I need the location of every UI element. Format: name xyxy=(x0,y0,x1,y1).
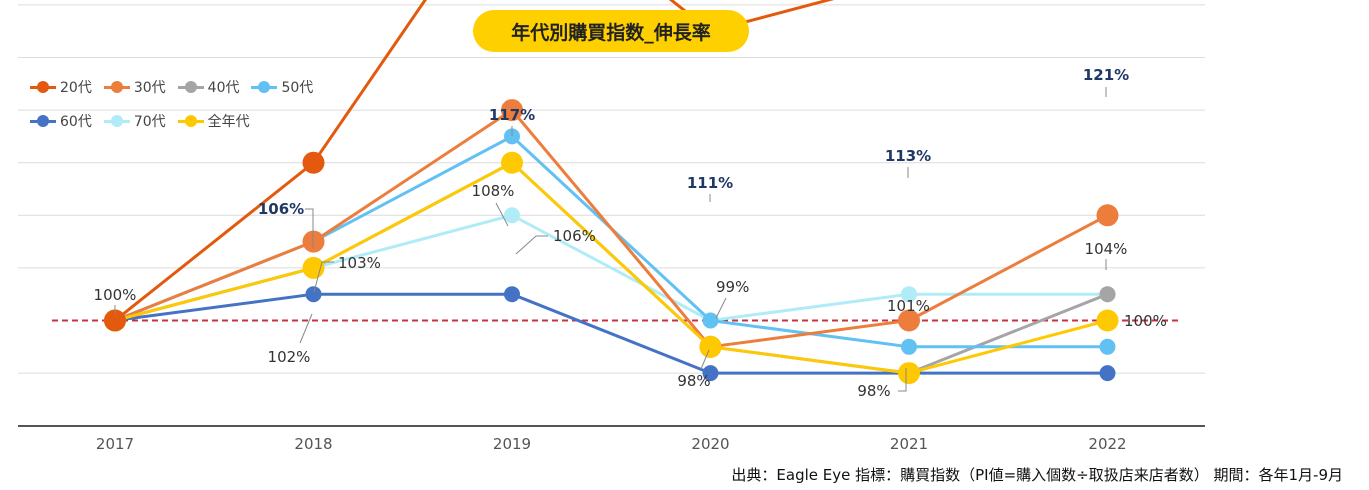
data-point xyxy=(1096,309,1119,332)
data-label: 100% xyxy=(94,286,137,304)
legend-label: 70代 xyxy=(133,114,166,130)
legend-swatch-icon xyxy=(251,80,278,94)
data-point xyxy=(898,309,920,332)
legend: 20代 30代 40代 50代 60代 70代 全年代 xyxy=(30,70,325,138)
data-label: 111% xyxy=(687,174,733,192)
data-point xyxy=(302,151,325,174)
legend-swatch-icon xyxy=(30,80,56,94)
data-label: 102% xyxy=(268,348,311,366)
legend-label: 20代 xyxy=(60,80,92,96)
legend-item-40s: 40代 xyxy=(177,77,240,97)
data-point xyxy=(104,309,126,332)
data-label: 113% xyxy=(885,147,931,165)
series-line xyxy=(114,292,1108,375)
series-line xyxy=(114,108,1109,349)
data-point xyxy=(1096,204,1119,227)
x-tick-label: 2018 xyxy=(294,435,332,453)
label-leader-line xyxy=(305,208,314,248)
data-point xyxy=(305,286,322,303)
data-point xyxy=(901,338,917,355)
data-point xyxy=(699,335,722,358)
data-point xyxy=(1099,365,1116,382)
legend-item-60s: 60代 xyxy=(30,111,92,131)
legend-item-70s: 70代 xyxy=(103,111,166,131)
data-point xyxy=(504,207,520,224)
series-line xyxy=(114,161,1108,375)
legend-swatch-icon xyxy=(103,114,130,128)
legend-label: 30代 xyxy=(133,80,166,96)
legend-label: 全年代 xyxy=(207,114,250,130)
source-note: 出典：Eagle Eye 指標：購買指数（PI値=購入個数÷取扱店来店者数） 期… xyxy=(731,466,1343,484)
data-point xyxy=(501,99,523,122)
x-tick-label: 2020 xyxy=(691,435,729,453)
x-tick-label: 2021 xyxy=(890,435,928,453)
label-leader-line xyxy=(700,349,710,370)
legend-swatch-icon xyxy=(177,114,204,128)
data-point xyxy=(702,365,719,382)
legend-swatch-icon xyxy=(177,80,204,94)
series-line xyxy=(114,0,835,322)
label-leader-line xyxy=(898,368,907,392)
legend-row: 20代 30代 40代 50代 xyxy=(30,70,325,104)
legend-item-30s: 30代 xyxy=(103,77,166,97)
data-label: 100% xyxy=(1124,312,1167,330)
data-point xyxy=(898,362,920,385)
x-tick-label: 2019 xyxy=(493,435,531,453)
legend-item-all: 全年代 xyxy=(177,111,250,131)
data-point xyxy=(702,312,719,329)
x-tick-label: 2017 xyxy=(96,435,134,453)
data-label: 104% xyxy=(1085,240,1128,258)
data-label: 106% xyxy=(553,227,596,245)
data-point xyxy=(501,151,523,174)
label-leader-line xyxy=(313,261,334,293)
data-label: 103% xyxy=(338,254,381,272)
data-label: 98% xyxy=(677,372,710,390)
data-point xyxy=(504,128,520,145)
data-label: 106% xyxy=(258,200,304,218)
legend-label: 50代 xyxy=(281,80,314,96)
legend-label: 60代 xyxy=(60,114,92,130)
x-tick-label: 2022 xyxy=(1088,435,1126,453)
legend-row: 60代 70代 全年代 xyxy=(30,104,325,138)
legend-label: 40代 xyxy=(207,80,240,96)
data-point xyxy=(504,286,520,303)
data-label: 121% xyxy=(1083,66,1129,84)
label-leader-line xyxy=(515,235,548,255)
data-label: 117% xyxy=(489,106,535,124)
data-label: 108% xyxy=(472,182,515,200)
legend-item-50s: 50代 xyxy=(251,77,313,97)
legend-swatch-icon xyxy=(103,80,130,94)
label-leader-line xyxy=(715,297,727,319)
data-label: 99% xyxy=(716,278,749,296)
data-point xyxy=(302,256,325,279)
legend-item-20s: 20代 xyxy=(30,77,92,97)
data-point xyxy=(1099,286,1116,303)
data-point xyxy=(1099,338,1116,355)
data-label: 101% xyxy=(887,297,930,315)
data-point xyxy=(901,286,917,303)
data-label: 98% xyxy=(857,382,890,400)
legend-swatch-icon xyxy=(30,114,56,128)
series-line xyxy=(114,134,1108,349)
label-leader-line xyxy=(299,313,313,344)
series-60代 xyxy=(107,286,1116,382)
chart-title: 年代別購買指数_伸長率 xyxy=(473,10,749,52)
label-leader-line xyxy=(495,202,509,227)
